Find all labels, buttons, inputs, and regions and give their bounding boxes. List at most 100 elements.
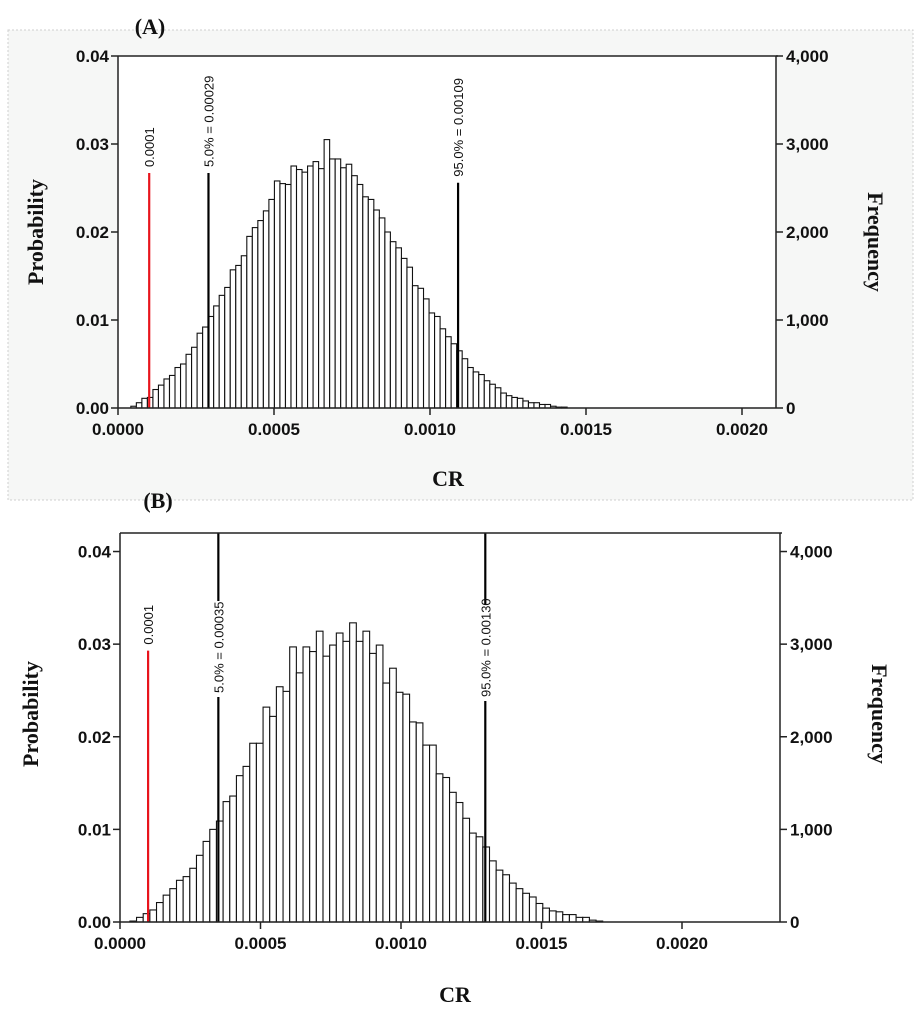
y-tick-label: 0.02 (76, 223, 109, 242)
histogram-bar (516, 397, 524, 409)
histogram-bar (301, 171, 309, 409)
histogram-bar (329, 158, 336, 409)
histogram-bar (249, 742, 257, 923)
histogram-bar (246, 235, 253, 409)
histogram-bar (340, 167, 347, 409)
histogram-bar (367, 198, 375, 409)
y-tick-label: 0.03 (78, 635, 111, 654)
x-tick-label: 0.0020 (716, 420, 768, 439)
histogram-bar (169, 888, 178, 923)
histogram-bar (262, 210, 270, 409)
histogram-bar (224, 286, 231, 409)
histogram-bar (213, 305, 220, 409)
x-tick-label: 0.0000 (94, 934, 146, 953)
histogram-bar (309, 650, 317, 923)
x-axis-title: CR (432, 466, 465, 491)
y2-axis-title: Frequency (867, 664, 892, 764)
histogram-bar (189, 867, 198, 923)
panel-label: (B) (143, 488, 172, 513)
histogram-bar (450, 343, 458, 409)
histogram-bar (472, 371, 480, 409)
histogram-bar (535, 902, 544, 923)
histogram-bar (362, 630, 371, 923)
histogram-bar (511, 396, 518, 409)
histogram-bar (345, 163, 353, 409)
y-axis-title: Probability (23, 179, 48, 285)
histogram-bar (389, 667, 397, 923)
histogram-bar (409, 721, 417, 923)
y2-tick-label: 2,000 (786, 223, 829, 242)
histogram-bar (269, 715, 277, 923)
y-tick-label: 0.02 (78, 728, 111, 747)
y-tick-label: 0.00 (78, 913, 111, 932)
histogram-bar (168, 374, 176, 409)
y2-tick-label: 3,000 (786, 135, 829, 154)
histogram-bar (191, 346, 198, 409)
histogram-bar (411, 285, 419, 409)
histogram-bar (349, 622, 357, 923)
histogram-bar (279, 183, 287, 409)
histogram-bar (335, 632, 344, 923)
histogram-bar (342, 640, 351, 923)
observed-value-label: 0.0001 (141, 605, 156, 645)
y2-tick-label: 2,000 (790, 728, 833, 747)
histogram-bar (468, 832, 477, 923)
histogram-bar (494, 387, 502, 409)
histogram-bar (495, 869, 504, 923)
histogram-bar (422, 298, 430, 409)
histogram-bar (429, 744, 437, 923)
histogram-bar (295, 168, 303, 409)
histogram-bar (229, 795, 237, 923)
histogram-bar (502, 874, 511, 923)
histogram-bar (323, 139, 331, 409)
y2-tick-label: 3,000 (790, 635, 833, 654)
histogram-bar (442, 776, 451, 923)
histogram-bar (268, 198, 275, 409)
histogram-bar (302, 646, 311, 923)
histogram-bar (548, 910, 557, 923)
observed-value-label: 0.0001 (142, 127, 157, 167)
percentile-label: 95.0% = 0.00130 (478, 598, 493, 697)
histogram-bar (289, 646, 297, 923)
histogram-bar (415, 722, 424, 923)
histogram-bar (351, 175, 358, 409)
histogram-bar (255, 742, 264, 923)
histogram-bar (329, 644, 337, 923)
histogram-bar (235, 775, 244, 923)
histogram-bar (155, 901, 164, 923)
histogram-bar (242, 765, 251, 923)
histogram-bar (163, 378, 171, 409)
histogram-bar (400, 257, 408, 409)
x-tick-label: 0.0010 (375, 934, 427, 953)
histogram-bar (157, 384, 165, 409)
x-tick-label: 0.0000 (92, 420, 144, 439)
y2-axis-title: Frequency (863, 192, 888, 292)
histogram-bar (478, 374, 485, 409)
histogram-bar (141, 397, 148, 409)
histogram-bar (209, 828, 217, 923)
histogram-bar (378, 217, 386, 409)
histogram-bar (251, 227, 259, 409)
percentile-label: 95.0% = 0.00109 (451, 78, 466, 177)
x-tick-label: 0.0015 (516, 934, 568, 953)
histogram-bar (568, 914, 577, 923)
percentile-label: 5.0% = 0.00035 (211, 602, 226, 693)
histogram-bar (275, 686, 284, 923)
histogram-bar (542, 907, 550, 923)
histogram-bar (218, 294, 226, 409)
histogram-bar (149, 909, 158, 923)
x-axis-title: CR (439, 982, 472, 1007)
histogram-bar (152, 388, 159, 409)
histogram-bar (235, 264, 242, 409)
histogram-bar (389, 241, 397, 409)
histogram-bar (315, 630, 324, 923)
histogram-bar (461, 358, 469, 409)
histogram-bar (295, 672, 304, 923)
y2-tick-label: 4,000 (786, 47, 829, 66)
histogram-bar (445, 336, 452, 409)
y-tick-label: 0.01 (76, 311, 109, 330)
histogram-bar (284, 183, 292, 409)
histogram-bar (334, 158, 342, 409)
histogram-bar (439, 328, 447, 409)
